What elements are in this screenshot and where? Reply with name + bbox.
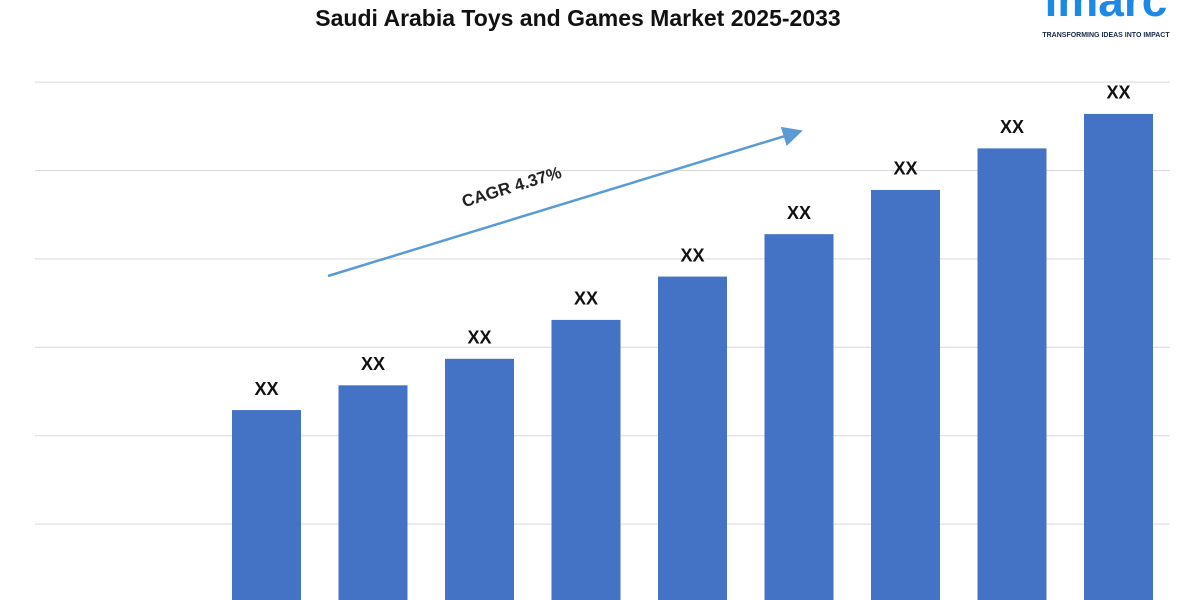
bar bbox=[977, 148, 1047, 600]
chart-title: Saudi Arabia Toys and Games Market 2025-… bbox=[315, 5, 840, 31]
bar bbox=[658, 276, 727, 600]
cagr-arrow bbox=[327, 126, 803, 278]
value-label: XX bbox=[680, 245, 704, 265]
logo-tagline: TRANSFORMING IDEAS INTO IMPACT bbox=[1042, 32, 1170, 39]
bar bbox=[551, 319, 621, 600]
bar bbox=[445, 358, 514, 600]
bar bbox=[232, 410, 301, 600]
value-label: XX bbox=[254, 379, 278, 399]
value-label: XX bbox=[1106, 83, 1130, 103]
bar bbox=[338, 385, 408, 600]
value-label: XX bbox=[893, 159, 917, 179]
value-label: XX bbox=[787, 203, 811, 223]
bar bbox=[764, 234, 834, 600]
value-label: XX bbox=[1000, 117, 1024, 137]
value-label: XX bbox=[467, 328, 491, 348]
value-label: XX bbox=[574, 289, 598, 309]
bar bbox=[1084, 113, 1153, 600]
bar bbox=[871, 189, 940, 600]
logo-name: imarc bbox=[1045, 0, 1168, 26]
value-label: XX bbox=[361, 354, 385, 374]
